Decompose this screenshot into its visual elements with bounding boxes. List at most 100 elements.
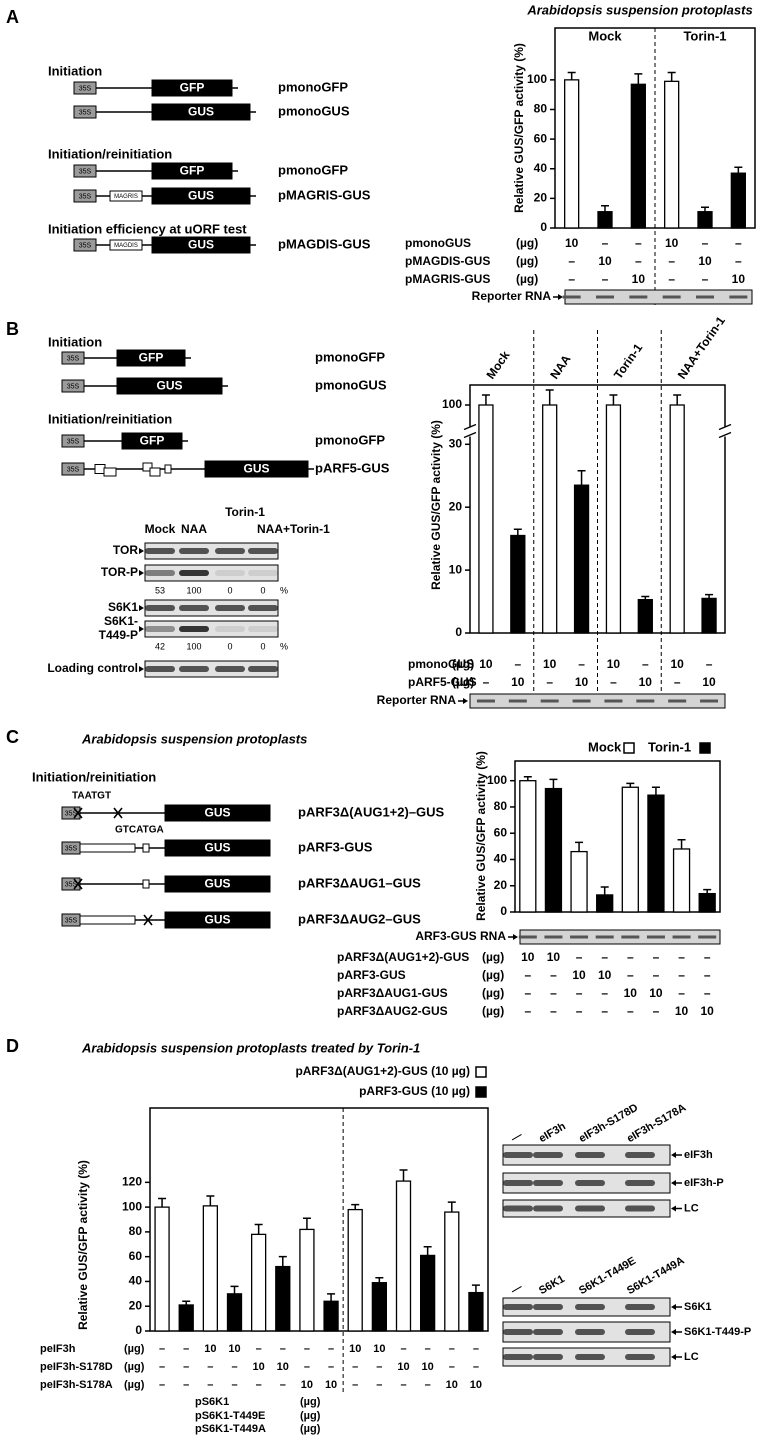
condition-cell: 10 (301, 1379, 313, 1391)
orf (116, 377, 223, 395)
arrow-head (139, 666, 144, 672)
y-tick-label: 120 (122, 1175, 142, 1189)
orf (151, 103, 251, 121)
condition-label: pS6K1-T449A (195, 1423, 266, 1435)
blot-band (179, 626, 209, 632)
bar (478, 404, 494, 634)
condition-cell: – (735, 254, 742, 268)
condition-cell: 10 (228, 1343, 240, 1355)
blot-band (625, 1152, 655, 1158)
plot-frame (514, 760, 721, 913)
blot-band (575, 1354, 605, 1360)
blot-band (533, 1304, 563, 1310)
quant-label: 100 (186, 641, 201, 651)
condition-cell: – (704, 950, 711, 964)
error-bar (481, 394, 490, 405)
blot-band (503, 1205, 533, 1212)
y-tick-label: 60 (494, 825, 508, 839)
condition-cell: 10 (422, 1361, 434, 1373)
rna-band (476, 699, 495, 703)
quant-label: 42 (155, 641, 165, 651)
orf-label: GUS (188, 238, 214, 252)
mutation-mark (113, 807, 123, 819)
bar (596, 894, 614, 913)
blot-band (533, 1205, 563, 1212)
condition-cell: – (183, 1361, 189, 1373)
condition-cell: – (376, 1361, 382, 1373)
y-tick-label: 40 (534, 161, 548, 175)
group-label: NAA+Torin-1 (675, 314, 728, 382)
condition-label: pARF3ΔAUG2-GUS (337, 1004, 448, 1018)
rna-band (646, 935, 665, 939)
condition-cell: 10 (277, 1361, 289, 1373)
error-bar (254, 1223, 263, 1235)
condition-cell: – (576, 950, 583, 964)
rna-band (518, 935, 537, 939)
error-bar (575, 841, 584, 852)
condition-label: pARF5-GUS (408, 675, 477, 689)
leader (109, 190, 143, 202)
condition-cell: – (207, 1379, 213, 1391)
promoter-label: 35S (65, 881, 78, 888)
condition-cell: 10 (675, 1004, 689, 1018)
rna-band (562, 295, 581, 299)
bar (621, 786, 639, 913)
orf (164, 911, 271, 929)
condition-cell: – (601, 986, 608, 1000)
condition-cell: 10 (624, 986, 638, 1000)
condition-cell: – (546, 675, 553, 689)
error-bar (182, 1300, 191, 1305)
y-axis-label: Relative GUS/GFP activity (%) (429, 420, 443, 590)
error-bar (375, 1276, 384, 1283)
arrow-head (513, 934, 518, 940)
y-axis-label: Relative GUS/GFP activity (%) (76, 1160, 90, 1330)
orf-label: GUS (188, 105, 214, 119)
blot-band (215, 605, 245, 611)
rna-blot (469, 693, 726, 709)
y-tick-label: 0 (135, 1323, 142, 1337)
promoter-label: 35S (67, 466, 80, 473)
group-label: Torin-1 (683, 28, 726, 43)
error-bar (626, 782, 635, 788)
group-label: NAA (547, 352, 574, 382)
arrow-head (671, 1304, 676, 1310)
rna-band (696, 295, 714, 299)
sequence-note: TAATGT (72, 791, 111, 802)
y-tick-label: 20 (534, 191, 548, 205)
uorf (142, 879, 150, 889)
promoter-label: 35S (65, 810, 78, 817)
blot-band (145, 605, 175, 611)
blot-band (145, 570, 175, 576)
blot-row-label: TOR-P (101, 565, 138, 579)
condition-cell: – (473, 1361, 479, 1373)
bar (637, 599, 653, 634)
legend-label: pARF3-GUS (10 µg) (359, 1084, 470, 1098)
blot-row-label: S6K1 (684, 1301, 712, 1313)
lane-label: Torin-1 (225, 505, 265, 519)
construct-name: pmonoGFP (315, 349, 385, 364)
quant-label: 53 (155, 585, 165, 595)
condition-cell: – (400, 1343, 406, 1355)
orf (164, 804, 271, 822)
promoter (73, 105, 97, 119)
blot-row-label: TOR (113, 543, 138, 557)
y-tick-label: 60 (129, 1249, 143, 1263)
blot-band (248, 548, 278, 554)
condition-cell: 10 (325, 1379, 337, 1391)
quant-label: 0 (227, 585, 232, 595)
y-tick-label: 20 (494, 878, 508, 892)
condition-cell: – (514, 657, 521, 671)
arrow-head (139, 570, 144, 576)
error-bar (601, 205, 609, 212)
bar (468, 1291, 484, 1332)
error-bar (609, 394, 618, 405)
orf-label: GUS (156, 379, 182, 393)
condition-cell: – (207, 1361, 213, 1373)
condition-cell: 10 (665, 236, 679, 250)
condition-label: pS6K1-T449E (195, 1410, 265, 1422)
orf (164, 839, 271, 857)
blot-band (503, 1180, 533, 1186)
rna-band (629, 295, 648, 299)
orf (151, 162, 233, 180)
